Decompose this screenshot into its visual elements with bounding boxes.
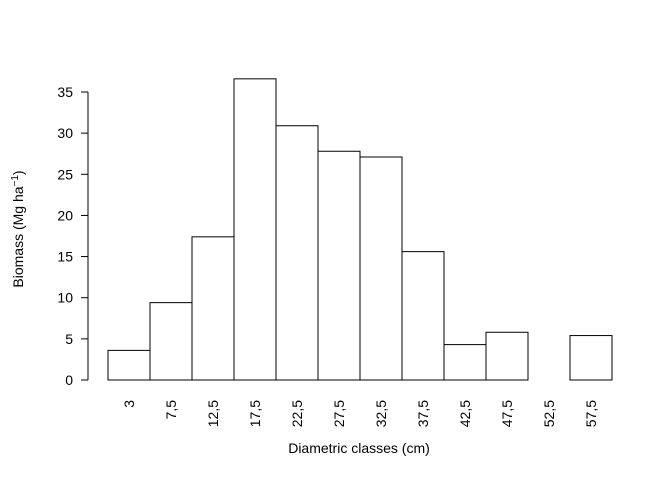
x-tick-label: 57,5: [583, 400, 599, 427]
x-tick-label: 7,5: [163, 400, 179, 420]
bar-32,5: [359, 156, 403, 381]
bar-42,5: [443, 344, 487, 381]
bar-47,5: [485, 331, 529, 381]
y-axis-title: Biomass (Mg ha−1): [10, 170, 26, 287]
x-tick-label: 32,5: [373, 400, 389, 427]
x-axis-title: Diametric classes (cm): [288, 440, 430, 456]
x-tick-label: 3: [121, 400, 137, 408]
x-tick-label: 12,5: [205, 400, 221, 427]
y-tick-label: 20: [57, 207, 73, 223]
y-tick-label: 25: [57, 166, 73, 182]
bar-27,5: [317, 150, 361, 381]
y-axis-title-main: Biomass (Mg ha: [10, 186, 26, 287]
y-tick-label: 35: [57, 84, 73, 100]
x-tick-label: 22,5: [289, 400, 305, 427]
bar-17,5: [233, 78, 277, 381]
y-axis: 0 5 10 15 20 25 30 35: [57, 84, 89, 388]
y-tick-label: 5: [65, 331, 73, 347]
y-tick-label: 0: [65, 372, 73, 388]
bar-7,5: [149, 302, 193, 381]
x-tick-label: 47,5: [499, 400, 515, 427]
bar-57,5: [569, 335, 613, 381]
y-axis-title-close: ): [10, 170, 26, 175]
x-tick-label: 27,5: [331, 400, 347, 427]
y-axis-title-exponent: −1: [10, 175, 21, 187]
bar-12,5: [191, 236, 235, 381]
y-tick-label: 15: [57, 249, 73, 265]
bars-group: [107, 78, 613, 381]
bar-37,5: [401, 251, 445, 381]
y-tick-label: 30: [57, 125, 73, 141]
y-tick-label: 10: [57, 290, 73, 306]
bar-3: [107, 349, 151, 381]
bar-22,5: [275, 125, 319, 381]
x-tick-label: 52,5: [541, 400, 557, 427]
x-tick-label: 37,5: [415, 400, 431, 427]
x-axis-labels: 3 7,5 12,5 17,5 22,5 27,5 32,5 37,5 42,5 47,5 52,5…: [121, 400, 599, 427]
x-tick-label: 17,5: [247, 400, 263, 427]
x-tick-label: 42,5: [457, 400, 473, 427]
